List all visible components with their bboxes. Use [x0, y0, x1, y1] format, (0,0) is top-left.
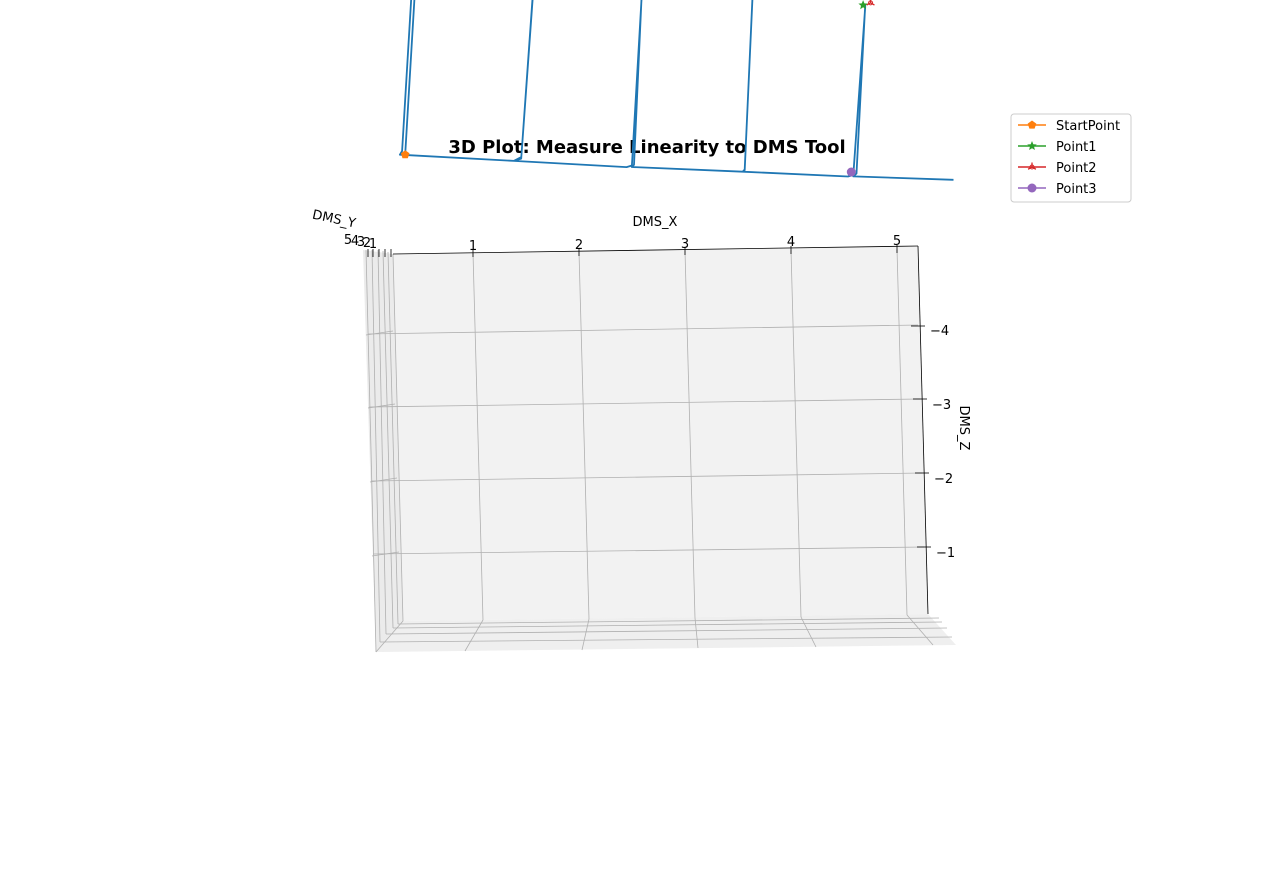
point-point2: [866, 0, 875, 6]
grid-line: [397, 617, 940, 625]
x-axis-line: [392, 245, 919, 255]
grid-line: [365, 249, 377, 653]
grid-line: [684, 250, 696, 619]
grid-line: [472, 252, 484, 621]
z-tick-label: −2: [934, 472, 953, 487]
grid-line: [382, 250, 394, 629]
legend-label-point1: Point1: [1056, 140, 1097, 155]
z-tick-label: −1: [936, 546, 955, 561]
grid-line: [578, 251, 590, 620]
grid-line: [392, 621, 943, 629]
z-tick-label: −4: [930, 324, 949, 339]
grid-line: [367, 324, 919, 335]
grid-line: [906, 614, 934, 646]
grid-line: [372, 546, 925, 555]
grid-line: [375, 620, 404, 653]
grid-line: [371, 249, 381, 643]
left-pane: [363, 250, 403, 652]
legend: StartPoint Point1 Point2 Point3: [1010, 113, 1132, 203]
grid-lines: [365, 248, 953, 653]
grid-line: [368, 398, 921, 408]
tick-marks: [367, 245, 931, 548]
grid-line: [581, 618, 590, 651]
x-tick-label: 2: [575, 238, 583, 253]
point-point3: [846, 167, 856, 177]
legend-marker-point2-center: [1029, 164, 1035, 170]
grid-line: [896, 248, 908, 616]
z-axis-label: DMS_Z: [956, 406, 971, 451]
y-tick-label: 5: [344, 233, 352, 248]
point-startpoint: [400, 150, 410, 159]
y-tick-label: 4: [351, 234, 359, 249]
grid-line: [379, 636, 953, 643]
point-point2-center: [868, 0, 874, 6]
x-axis-label: DMS_X: [633, 215, 678, 230]
grid-line: [377, 249, 387, 635]
legend-marker-point3: [1027, 183, 1037, 193]
grid-line: [385, 627, 948, 635]
back-pane: [393, 246, 928, 621]
legend-marker-startpoint: [1027, 120, 1037, 129]
legend-label-point3: Point3: [1056, 182, 1097, 197]
data-series: [398, 0, 954, 181]
grid-line: [392, 253, 404, 622]
x-tick-label: 3: [681, 237, 689, 252]
grid-line: [371, 551, 400, 557]
z-tick-label: −3: [932, 398, 951, 413]
y-tick-label: 2: [363, 236, 371, 251]
legend-label-point2: Point2: [1056, 161, 1097, 176]
legend-label-startpoint: StartPoint: [1056, 119, 1120, 134]
legend-marker-point2: [1027, 162, 1037, 170]
y-axis-label: DMS_Y: [311, 208, 357, 232]
grid-line: [694, 617, 699, 649]
z-axis-line: [917, 245, 929, 615]
axes: [392, 245, 929, 615]
x-tick-label: 4: [787, 235, 795, 250]
grid-line: [790, 249, 802, 618]
grid-line: [367, 403, 396, 409]
grid-line: [387, 251, 399, 625]
grid-line: [369, 477, 398, 483]
grid-line: [370, 472, 923, 482]
point-point1: [858, 0, 868, 10]
grid-line: [464, 619, 484, 652]
legend-marker-point1: [1027, 141, 1037, 150]
grid-line: [365, 330, 394, 336]
x-tick-label: 1: [469, 239, 477, 254]
x-tick-label: 5: [893, 234, 901, 249]
chart-title: 3D Plot: Measure Linearity to DMS Tool: [448, 137, 845, 158]
y-tick-label: 3: [357, 235, 365, 250]
legend-frame: [1010, 113, 1132, 203]
grid-line: [800, 616, 817, 648]
y-tick-label: 1: [369, 237, 377, 252]
